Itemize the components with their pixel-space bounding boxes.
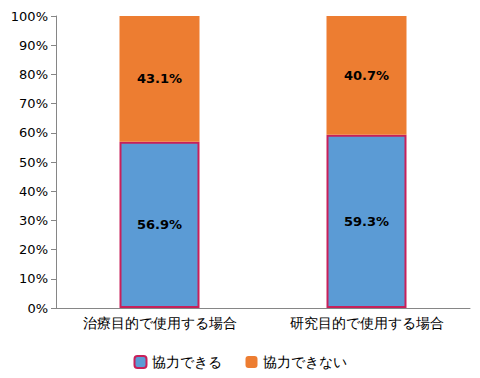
svg-text:20%: 20% bbox=[19, 242, 48, 257]
svg-text:30%: 30% bbox=[19, 213, 48, 228]
svg-text:10%: 10% bbox=[19, 271, 48, 286]
svg-text:40%: 40% bbox=[19, 184, 48, 199]
svg-text:40.7%: 40.7% bbox=[344, 68, 389, 83]
svg-text:56.9%: 56.9% bbox=[137, 217, 182, 232]
svg-text:80%: 80% bbox=[19, 67, 48, 82]
svg-text:60%: 60% bbox=[19, 125, 48, 140]
svg-text:研究目的で使用する場合: 研究目的で使用する場合 bbox=[290, 315, 444, 331]
svg-text:協力できない: 協力できない bbox=[263, 354, 347, 370]
svg-text:治療目的で使用する場合: 治療目的で使用する場合 bbox=[83, 315, 237, 331]
svg-text:90%: 90% bbox=[19, 38, 48, 53]
svg-text:70%: 70% bbox=[19, 96, 48, 111]
svg-text:100%: 100% bbox=[11, 9, 48, 24]
svg-text:0%: 0% bbox=[27, 301, 48, 316]
svg-text:協力できる: 協力できる bbox=[152, 354, 222, 370]
svg-text:59.3%: 59.3% bbox=[344, 214, 389, 229]
svg-text:43.1%: 43.1% bbox=[137, 71, 182, 86]
svg-text:50%: 50% bbox=[19, 155, 48, 170]
